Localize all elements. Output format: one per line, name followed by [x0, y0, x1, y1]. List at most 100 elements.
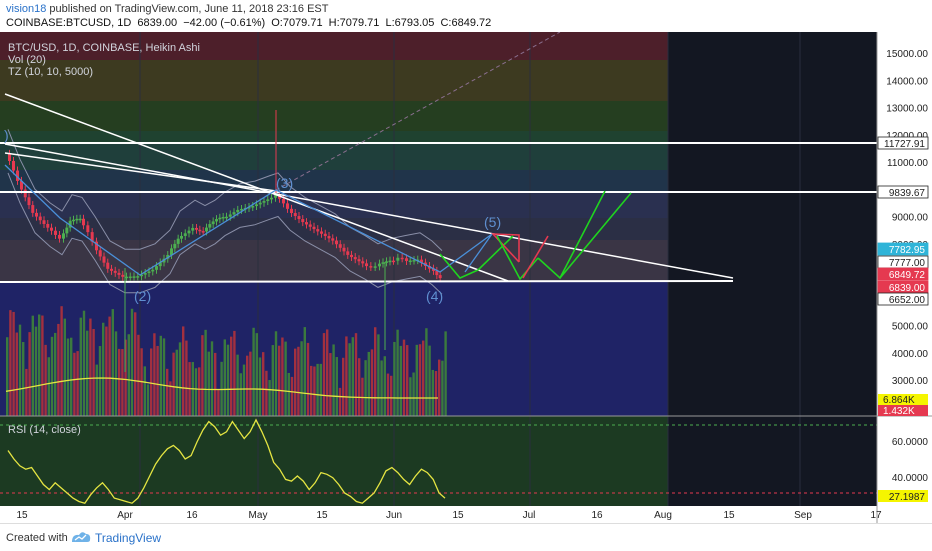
volume-bar [418, 344, 422, 416]
candle-body [38, 216, 42, 221]
candle-body [218, 217, 222, 220]
candle-body [155, 266, 158, 270]
candle-body [121, 274, 125, 277]
candle-body [180, 235, 183, 239]
volume-bar [393, 341, 396, 416]
volume-bar [239, 373, 242, 416]
candle-body [274, 194, 277, 198]
candle-body [82, 218, 85, 226]
volume-bar [194, 368, 198, 416]
tz-band [0, 131, 668, 143]
candle-body [365, 263, 368, 267]
volume-ma-line [5, 377, 438, 399]
last-price: 6839.00 [137, 17, 178, 29]
volume-bar [50, 336, 54, 416]
candle-body [282, 198, 285, 204]
price-tick-label: 4000.00 [892, 349, 929, 360]
candle-body [86, 225, 90, 233]
candle-body [278, 194, 281, 199]
projection-arrows[interactable] [439, 190, 632, 281]
rsi-axis[interactable]: 60.0000 40.0000 27.1987 [878, 437, 928, 503]
volume-bar [214, 352, 217, 416]
trendline-1[interactable] [4, 93, 509, 282]
volume-bar [198, 367, 201, 416]
candle-body [106, 262, 110, 269]
price-label-box [877, 242, 929, 256]
volume-bar [31, 315, 34, 416]
tradingview-logo-icon [72, 532, 91, 542]
trendline-3[interactable] [4, 152, 277, 192]
volume-bar [348, 343, 351, 416]
high-value: H:7079.71 [328, 17, 380, 29]
candle-body [208, 224, 212, 228]
candle-body [323, 233, 327, 237]
volume-bar [294, 348, 297, 416]
volume-bar [121, 349, 124, 416]
support-line[interactable] [0, 280, 734, 283]
candle-body [400, 257, 404, 260]
candle-body [228, 214, 232, 217]
candle-body [361, 261, 365, 264]
volume-bar [54, 332, 57, 416]
volume-bar [143, 366, 146, 416]
volume-bar [329, 353, 332, 416]
volume-bar [386, 373, 390, 416]
volume-bar [265, 370, 268, 416]
low-value: L:6793.05 [385, 17, 435, 29]
candle-body [31, 205, 35, 213]
chart-legend: BTC/USD, 1D, COINBASE, Heikin Ashi Vol (… [8, 42, 200, 436]
candle-body [432, 268, 435, 271]
candle-body [335, 240, 338, 245]
time-tick-label: Apr [117, 510, 133, 521]
candle-body [20, 180, 23, 190]
volume-bar [98, 346, 102, 416]
volume-bar [66, 338, 70, 416]
volume-bar [351, 337, 354, 416]
candle-body [405, 258, 408, 261]
volume-bar [258, 357, 262, 416]
price-label: 11727.91 [884, 139, 925, 150]
volume-bar [383, 356, 386, 416]
volume-bar [271, 345, 274, 416]
candle-body [305, 222, 308, 225]
time-axis[interactable]: 15 Apr 16 May 15 Jun 15 Jul 16 Aug 15 Sep 17 [16, 510, 882, 521]
tradingview-brand[interactable]: TradingView [95, 531, 162, 545]
legend-tz: TZ (10, 10, 5000) [8, 66, 93, 78]
candle-body [166, 255, 170, 259]
volume-bar [185, 340, 188, 416]
volume-bar [377, 334, 380, 416]
candle-body [46, 223, 50, 228]
volume-bar [230, 336, 233, 416]
candle-body [54, 230, 57, 235]
chart-area[interactable]: (2) (3) (4) (5) ) BTC/USD, 1D, COINBASE,… [0, 32, 932, 523]
candle-body [23, 189, 27, 198]
price-chart[interactable]: (2) (3) (4) (5) ) BTC/USD, 1D, COINBASE,… [0, 32, 932, 523]
candle-body [68, 220, 72, 228]
candle-body [16, 170, 19, 181]
volume-bar [207, 351, 210, 416]
volume-bar [278, 345, 281, 416]
volume-bar [38, 314, 41, 416]
candle-body [187, 230, 191, 234]
envelope-upper [7, 129, 443, 251]
price-tick-label: 3000.00 [892, 376, 929, 387]
volume-bar [44, 344, 47, 416]
volume-bar [303, 327, 306, 416]
author-link[interactable]: vision18 [6, 3, 47, 15]
created-with-text: Created with [6, 532, 68, 544]
volume-bar [34, 326, 38, 416]
wave-label-4: (4) [426, 288, 443, 304]
volume-bar [134, 312, 137, 416]
candle-body [117, 272, 121, 275]
candle-body [147, 271, 151, 274]
price-change: −42.00 (−0.61%) [183, 17, 266, 29]
volume-bar [300, 341, 303, 416]
volume-bar [233, 330, 236, 416]
volume-bar [226, 344, 230, 416]
dashed-projection[interactable] [275, 32, 561, 191]
candle-body [102, 256, 106, 263]
volume-bar [422, 340, 425, 416]
volume-bar [175, 349, 178, 416]
trendline-2[interactable] [4, 143, 734, 279]
